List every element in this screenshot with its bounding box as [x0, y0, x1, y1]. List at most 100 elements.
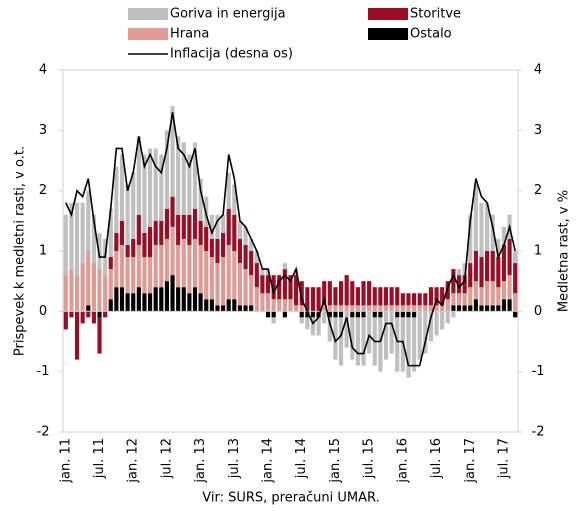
bar-segment [164, 281, 169, 312]
bar-segment [131, 238, 136, 258]
bar-segment [367, 305, 372, 312]
bar-segment [209, 238, 214, 258]
bar-segment [316, 311, 321, 318]
bar-segment [445, 311, 450, 324]
bar-segment [344, 275, 349, 306]
bar-segment [445, 299, 450, 312]
bar-segment [333, 317, 338, 360]
x-tick-label: jul. 11 [92, 438, 107, 479]
bar-segment [249, 305, 254, 312]
bar-segment [389, 311, 394, 354]
bar-segment [473, 299, 478, 312]
bar-segment [277, 299, 282, 312]
bar-segment [479, 202, 484, 258]
bar-segment [383, 287, 389, 306]
y2-tick-label: 1 [534, 244, 542, 259]
bar-segment [271, 299, 276, 312]
bar-segment [232, 214, 237, 251]
bar-segment [434, 287, 439, 306]
bar-segment [164, 208, 169, 239]
bar-segment [265, 293, 271, 312]
bar-segment [434, 305, 439, 312]
bar-segment [389, 287, 394, 306]
bar-segment [456, 293, 462, 306]
bar-segment [462, 275, 467, 294]
bar-segment [97, 232, 102, 270]
bar-segment [417, 305, 422, 312]
x-tick-label: jan. 13 [193, 438, 208, 484]
bar-segment [451, 305, 456, 312]
bar-segment [232, 251, 237, 300]
bar-segment [412, 305, 417, 312]
y-tick-label: -1 [37, 364, 50, 379]
bar-segment [136, 214, 141, 245]
bar-segment [198, 178, 203, 221]
bar-segment [299, 311, 304, 318]
bar-segment [170, 275, 175, 312]
bar-segment [181, 214, 186, 239]
bar-segment [378, 317, 383, 372]
bar-segment [367, 311, 372, 354]
bar-segment [473, 184, 478, 251]
bar-segment [451, 269, 456, 294]
bar-segment [260, 293, 265, 312]
bar-segment [378, 311, 383, 318]
bar-segment [468, 263, 473, 288]
bar-segment [176, 214, 181, 245]
bar-segment [513, 311, 518, 318]
bar-segment [91, 311, 96, 324]
y2-tick-label: 3 [534, 123, 542, 138]
bar-segment [507, 299, 512, 312]
bar-segment [91, 214, 96, 264]
bar-segment [204, 226, 209, 251]
bar-segment [434, 311, 439, 336]
bar-segment [249, 275, 254, 306]
bar-segment [198, 293, 203, 312]
bar-segment [221, 214, 226, 233]
bar-segment [159, 154, 164, 221]
x-tick-label: jan. 15 [328, 438, 343, 484]
bar-segment [209, 214, 214, 239]
bar-segment [63, 311, 68, 330]
bar-segment [164, 130, 169, 209]
bar-segment [215, 305, 220, 312]
bar-segment [187, 293, 192, 312]
source-note: Vir: SURS, preračuni UMAR. [202, 491, 379, 506]
bar-segment [501, 226, 507, 245]
legend-label: Inflacija (desna os) [170, 47, 293, 62]
bar-segment [125, 293, 130, 312]
bar-segment [153, 244, 158, 288]
bar-segment [282, 269, 287, 300]
bar-segment [209, 299, 214, 312]
x-tick-label: jan. 14 [261, 438, 276, 484]
bar-segment [400, 293, 405, 306]
bar-segment [400, 305, 405, 312]
legend-label: Storitve [410, 7, 461, 22]
y-axis-label: Prispevek k medletni rasti, v o.t. [13, 146, 28, 356]
bar-segment [198, 220, 203, 245]
bar-segment [114, 287, 119, 312]
x-tick-label: jul. 16 [429, 438, 444, 479]
bar-segment [367, 281, 372, 306]
bar-segment [361, 317, 366, 366]
bar-segment [355, 311, 360, 318]
bar-segment [159, 287, 164, 312]
y-tick-label: 4 [39, 63, 47, 78]
bar-segment [159, 244, 164, 288]
bar-segment [333, 311, 338, 318]
bar-segment [136, 136, 141, 215]
bar-segment [501, 244, 507, 282]
bar-segment [254, 263, 259, 288]
bar-segment [507, 275, 512, 300]
bar-segment [114, 251, 119, 288]
bar-segment [327, 317, 332, 342]
bar-segment [383, 311, 389, 360]
bar-segment [485, 251, 490, 282]
bar-segment [80, 202, 85, 264]
bar-segment [378, 305, 383, 312]
bar-segment [192, 142, 198, 209]
bar-segment [513, 293, 518, 312]
bar-segment [119, 154, 125, 221]
bar-segment [456, 305, 462, 312]
bar-segment [305, 317, 310, 330]
